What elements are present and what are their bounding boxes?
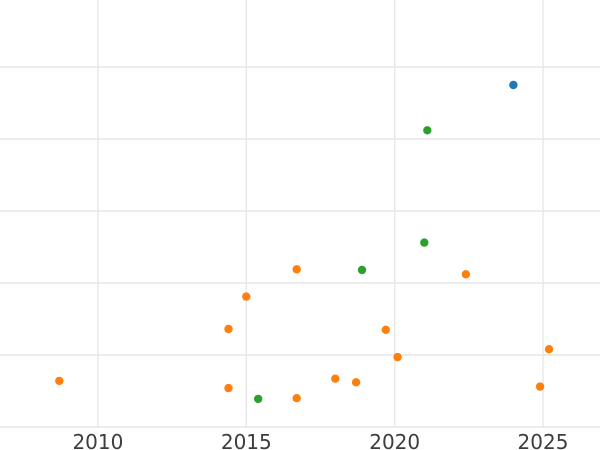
data-point [393,352,402,362]
data-point [461,270,471,279]
data-point [381,325,390,334]
data-point [544,345,554,354]
x-tick-label: 2010 [72,429,124,450]
data-points [55,80,554,404]
data-point [331,374,340,383]
data-point [509,80,518,90]
x-tick-label: 2025 [517,429,569,450]
data-point [55,376,64,386]
data-point [535,382,545,391]
data-point [351,378,361,387]
gridlines [0,0,600,428]
x-tick-label: 2015 [220,429,272,450]
data-point [224,324,233,334]
data-point [357,265,367,275]
x-tick-label: 2020 [369,429,421,450]
data-point [242,292,251,301]
data-point [292,265,301,274]
data-point [423,126,432,135]
data-point [292,394,301,403]
data-point [420,238,429,247]
data-point [224,383,233,393]
data-point [254,394,263,404]
